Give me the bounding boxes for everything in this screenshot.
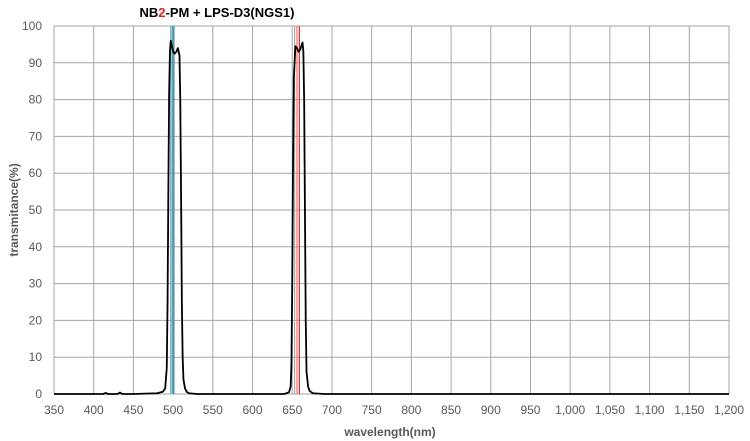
- y-tick-label: 70: [29, 129, 43, 143]
- chart-title: NB2-PM + LPS-D3(NGS1): [140, 5, 295, 20]
- chart-title-part: 2: [158, 5, 165, 20]
- x-tick-label: 450: [123, 403, 143, 417]
- y-tick-label: 40: [29, 240, 43, 254]
- x-tick-label: 500: [163, 403, 183, 417]
- y-tick-label: 50: [29, 203, 43, 217]
- x-tick-label: 750: [362, 403, 382, 417]
- y-axis-title: transmitance(%): [7, 163, 21, 256]
- x-tick-label: 1,200: [714, 403, 744, 417]
- x-tick-label: 900: [481, 403, 501, 417]
- x-tick-label: 850: [441, 403, 461, 417]
- x-tick-label: 1,000: [555, 403, 585, 417]
- y-tick-label: 30: [29, 277, 43, 291]
- y-tick-label: 0: [35, 387, 42, 401]
- x-tick-label: 1,100: [635, 403, 665, 417]
- y-tick-label: 100: [22, 19, 42, 33]
- x-tick-label: 800: [401, 403, 421, 417]
- x-tick-label: 350: [44, 403, 64, 417]
- series-layer: [54, 39, 729, 395]
- chart-title-part: NB: [140, 5, 159, 20]
- x-tick-label: 650: [282, 403, 302, 417]
- x-tick-label: 400: [84, 403, 104, 417]
- chart-title-part: -PM + LPS-D3(NGS1): [166, 5, 295, 20]
- series-line: [54, 39, 729, 395]
- x-tick-label: 700: [322, 403, 342, 417]
- x-tick-label: 550: [203, 403, 223, 417]
- y-tick-label: 90: [29, 56, 43, 70]
- x-tick-label: 950: [520, 403, 540, 417]
- x-tick-label: 1,150: [674, 403, 704, 417]
- y-tick-label: 80: [29, 93, 43, 107]
- x-tick-label: 600: [243, 403, 263, 417]
- y-tick-labels: 0 10 20 30 40 50 60 70 80 90 100: [22, 19, 42, 401]
- y-tick-label: 20: [29, 313, 43, 327]
- x-axis-title: wavelength(nm): [343, 425, 435, 439]
- x-tick-labels: 350 400 450 500 550 600 650 700 750 800 850 900 950 1…: [44, 403, 744, 417]
- grid: [53, 25, 730, 395]
- y-tick-label: 10: [29, 350, 43, 364]
- x-tick-label: 1,050: [595, 403, 625, 417]
- y-tick-label: 60: [29, 166, 43, 180]
